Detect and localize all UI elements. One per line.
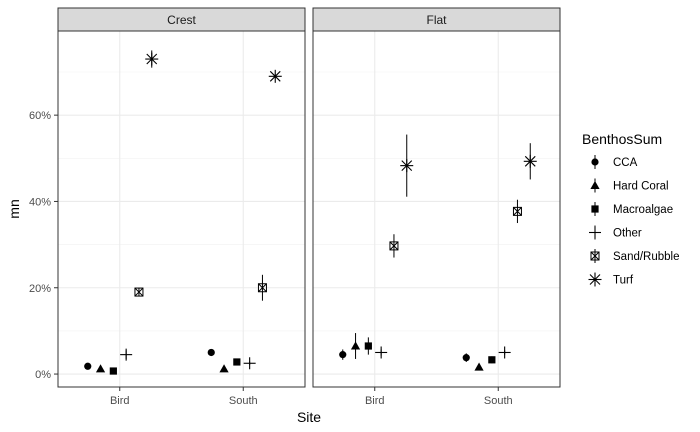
point-turf-flat-south [523, 154, 537, 168]
point-macroalgae-flat-bird [364, 342, 372, 350]
legend-label-macroalgae: Macroalgae [613, 204, 673, 216]
point-hard-coral-crest-bird [95, 364, 106, 373]
point-other-flat-bird [375, 346, 388, 359]
legend-item-cca: CCA [591, 155, 638, 169]
panel-flat-plot-area [313, 31, 560, 387]
legend-label-other: Other [613, 228, 642, 240]
legend: BenthosSum CCA Hard Coral Macroalgae Other S… [582, 131, 680, 287]
y-tick-label: 60% [29, 110, 51, 122]
panel-flat-marks [339, 134, 537, 371]
x-tick-label: Bird [110, 395, 130, 407]
panel-crest: Crest [57, 7, 306, 388]
legend-key-macroalgae [591, 205, 599, 213]
legend-key-cca [591, 158, 599, 166]
y-axis-title: mn [6, 199, 22, 218]
legend-title: BenthosSum [582, 131, 662, 147]
panel-crest-marks [84, 50, 282, 375]
y-tick-label: 20% [29, 283, 51, 295]
panel-crest-plot-area [58, 31, 305, 387]
x-axis: Bird South Bird South [110, 387, 513, 407]
legend-key-other [589, 226, 601, 239]
point-hard-coral-crest-south [219, 364, 229, 373]
point-cca-flat-bird [339, 351, 347, 359]
point-cca-crest-bird [84, 362, 92, 370]
panel-flat-strip-label: Flat [426, 13, 447, 27]
x-tick-label: South [229, 395, 258, 407]
legend-label-hard-coral: Hard Coral [613, 181, 669, 193]
legend-item-macroalgae: Macroalgae [591, 202, 673, 216]
legend-item-turf: Turf [588, 272, 634, 287]
panel-flat-gridlines [313, 31, 560, 387]
point-macroalgae-flat-south [488, 356, 496, 364]
legend-label-sand-rubble: Sand/Rubble [613, 251, 680, 263]
panel-crest-strip-label: Crest [167, 13, 196, 27]
point-hard-coral-flat-bird [350, 341, 361, 350]
point-sand-rubble-flat-bird [389, 241, 399, 251]
point-other-crest-bird [120, 348, 133, 361]
point-other-crest-south [243, 357, 256, 370]
point-hard-coral-flat-south [474, 362, 484, 371]
panel-flat-border [312, 30, 561, 388]
point-turf-crest-bird [145, 52, 159, 66]
point-sand-rubble-crest-south [257, 283, 267, 293]
point-cca-crest-south [207, 348, 215, 357]
point-cca-flat-south [462, 354, 470, 362]
legend-key-hard-coral [590, 180, 600, 189]
y-tick-label: 40% [29, 196, 51, 208]
legend-key-turf [588, 273, 602, 286]
point-sand-rubble-crest-bird [134, 287, 144, 297]
legend-item-other: Other [589, 225, 642, 240]
legend-item-sand-rubble: Sand/Rubble [590, 249, 680, 263]
x-tick-label: Bird [365, 395, 385, 407]
legend-label-cca: CCA [613, 157, 638, 169]
x-tick-label: South [484, 395, 513, 407]
legend-label-turf: Turf [613, 275, 634, 287]
y-tick-label: 0% [35, 369, 51, 381]
point-sand-rubble-flat-south [512, 206, 522, 216]
point-macroalgae-crest-south [233, 358, 241, 366]
point-turf-flat-bird [400, 159, 414, 173]
point-turf-crest-south [268, 69, 282, 83]
panel-crest-border [57, 30, 306, 388]
point-macroalgae-crest-bird [109, 367, 117, 375]
x-axis-title: Site [297, 409, 321, 425]
panel-crest-gridlines [58, 31, 305, 387]
panel-flat: Flat [312, 7, 561, 388]
legend-item-hard-coral: Hard Coral [590, 178, 669, 193]
y-axis: 0% 20% 40% 60% [29, 110, 58, 381]
point-other-flat-south [498, 346, 511, 359]
legend-key-sand-rubble [590, 251, 600, 261]
